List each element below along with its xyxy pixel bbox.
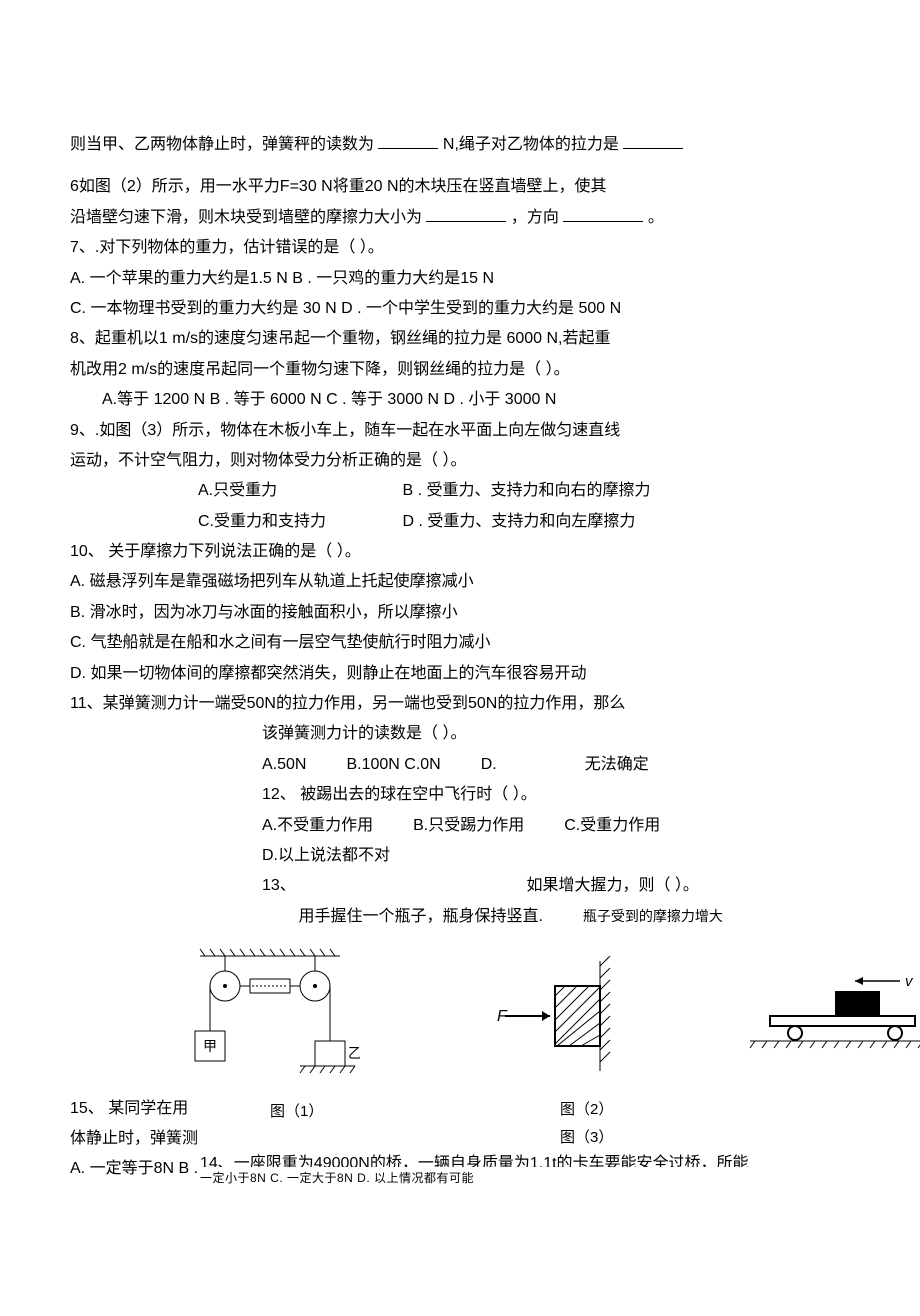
q9-optA: A.只受重力 — [198, 476, 398, 506]
q13-row2: 用手握住一个瓶子，瓶身保持竖直. 瓶子受到的摩擦力增大 — [262, 902, 850, 932]
q13-line2: 用手握住一个瓶子，瓶身保持竖直. — [298, 902, 578, 932]
q8-line2: 机改用2 m/s的速度吊起同一个重物匀速下降，则钢丝绳的拉力是（ ）。 — [70, 355, 850, 385]
fig2-caption: 图（2） — [560, 1096, 613, 1125]
q7-stem: 7、.对下列物体的重力，估计错误的是（ ）。 — [70, 233, 850, 263]
blank — [378, 132, 438, 149]
q15-a: 15、 某同学在用 — [70, 1094, 240, 1124]
q6-line2a: 沿墙壁匀速下滑，则木块受到墙壁的摩擦力大小为 — [70, 209, 422, 226]
q6-line2b: ，方向 — [511, 209, 559, 226]
q10: 10、 关于摩擦力下列说法正确的是（ ）。 A. 磁悬浮列车是靠强磁场把列车从轨… — [70, 537, 850, 689]
q13-row1: 13、 如果增大握力，则（ ）。 — [262, 871, 850, 901]
fig3-label-v: v — [905, 973, 914, 990]
q10-d: D. 如果一切物体间的摩擦都突然消失，则静止在地面上的汽车很容易开动 — [70, 659, 850, 689]
q13-optA: 瓶子受到的摩擦力增大 — [583, 908, 723, 924]
q11: 11、某弹簧测力计一端受50N的拉力作用，另一端也受到50N的拉力作用，那么 该… — [70, 689, 850, 932]
q11-line2: 该弹簧测力计的读数是（ ）。 — [262, 719, 850, 749]
q7: 7、.对下列物体的重力，估计错误的是（ ）。 A. 一个苹果的重力大约是1.5 … — [70, 233, 850, 324]
figures-zone: 甲 乙 — [70, 936, 850, 1256]
fig1-label-yi: 乙 — [348, 1045, 360, 1061]
q12-c: C.受重力作用 — [564, 811, 660, 841]
q11-optA: A.50N — [262, 750, 306, 780]
q12-opts: A.不受重力作用 B.只受踢力作用 C.受重力作用 D.以上说法都不对 — [262, 811, 850, 872]
q12-a: A.不受重力作用 — [262, 811, 373, 841]
figure-1: 甲 乙 — [180, 946, 360, 1086]
q9-optD: D . 受重力、支持力和向左摩擦力 — [402, 513, 635, 530]
q9-line1: 9、.如图（3）所示，物体在木板小车上，随车一起在水平面上向左做匀速直线 — [70, 416, 850, 446]
q13-num: 13、 — [262, 871, 522, 901]
q10-stem: 10、 关于摩擦力下列说法正确的是（ ）。 — [70, 537, 850, 567]
q6: 6如图（2）所示，用一水平力F=30 N将重20 N的木块压在竖直墙壁上，使其 … — [70, 172, 850, 233]
q8: 8、起重机以1 m/s的速度匀速吊起一个重物，钢丝绳的拉力是 6000 N,若起… — [70, 324, 850, 415]
blank — [426, 205, 506, 222]
q9-optB: B . 受重力、支持力和向右的摩擦力 — [402, 482, 650, 499]
q12-b: B.只受踢力作用 — [413, 811, 524, 841]
q9-line2: 运动，不计空气阻力，则对物体受力分析正确的是（ ）。 — [70, 446, 850, 476]
q7-optC: C. 一本物理书受到的重力大约是 30 N D . 一个中学生受到的重力大约是 … — [70, 294, 850, 324]
q8-line1: 8、起重机以1 m/s的速度匀速吊起一个重物，钢丝绳的拉力是 6000 N,若起… — [70, 324, 850, 354]
q13-tail: 如果增大握力，则（ ）。 — [526, 877, 698, 894]
page: 则当甲、乙两物体静止时，弹簧秤的读数为 N,绳子对乙物体的拉力是 6如图（2）所… — [0, 0, 920, 1316]
q11-line1: 11、某弹簧测力计一端受50N的拉力作用，另一端也受到50N的拉力作用，那么 — [70, 689, 850, 719]
blank — [623, 132, 683, 149]
q5-text-b: N,绳子对乙物体的拉力是 — [443, 136, 619, 153]
blank — [563, 205, 643, 222]
q5-text-a: 则当甲、乙两物体静止时，弹簧秤的读数为 — [70, 136, 374, 153]
q11-optBC: B.100N C.0N — [346, 750, 440, 780]
q6-line1: 6如图（2）所示，用一水平力F=30 N将重20 N的木块压在竖直墙壁上，使其 — [70, 172, 850, 202]
q12-stem: 12、 被踢出去的球在空中飞行时（ ）。 — [262, 780, 850, 810]
fig1-caption: 图（1） — [270, 1098, 323, 1127]
q10-c: C. 气垫船就是在船和水之间有一层空气垫使航行时阻力减小 — [70, 628, 850, 658]
q11-optD-label: D. — [481, 750, 497, 780]
q9: 9、.如图（3）所示，物体在木板小车上，随车一起在水平面上向左做匀速直线 运动，… — [70, 416, 850, 538]
q10-b: B. 滑冰时，因为冰刀与冰面的接触面积小，所以摩擦小 — [70, 598, 850, 628]
fig1-label-jia: 甲 — [203, 1038, 217, 1054]
q8-opts: A.等于 1200 N B . 等于 6000 N C . 等于 3000 N … — [102, 391, 556, 408]
q5-tail: 则当甲、乙两物体静止时，弹簧秤的读数为 N,绳子对乙物体的拉力是 — [70, 130, 850, 160]
q10-a: A. 磁悬浮列车是靠强磁场把列车从轨道上托起使摩擦减小 — [70, 567, 850, 597]
q6-line2c: 。 — [648, 209, 664, 226]
q9-optC: C.受重力和支持力 — [198, 507, 398, 537]
q11-optD-text: 无法确定 — [585, 750, 649, 780]
fig2-label-F: F — [497, 1008, 508, 1025]
q12-d: D.以上说法都不对 — [262, 841, 390, 871]
q15-c-rest: 一定小于8N C. 一定大于8N D. 以上情况都有可能 — [200, 1167, 860, 1190]
q7-optA: A. 一个苹果的重力大约是1.5 N B . 一只鸡的重力大约是15 N — [70, 264, 850, 294]
figure-2: F — [485, 956, 655, 1076]
figure-3: v — [740, 966, 920, 1076]
q15-c-left: A. 一定等于8N B . — [70, 1154, 200, 1184]
